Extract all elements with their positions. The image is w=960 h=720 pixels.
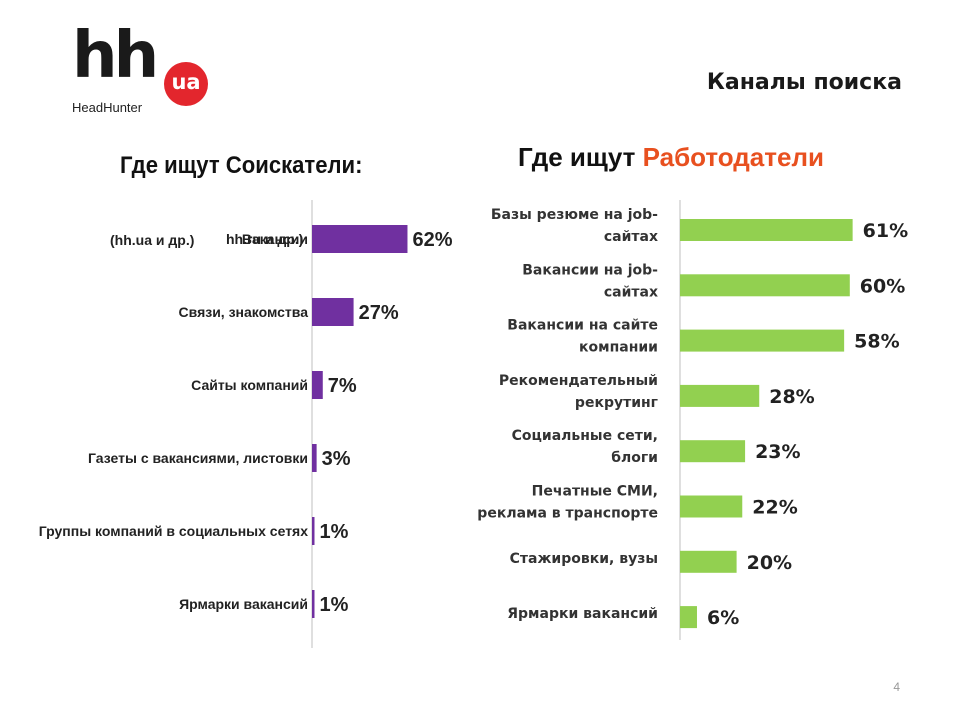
- employers-bar: [680, 384, 760, 407]
- employers-bar: [680, 550, 737, 573]
- seekers-bar: [312, 590, 315, 618]
- employers-category-label: Рекомендательный: [499, 373, 658, 389]
- employers-value-label: 6%: [707, 607, 739, 629]
- seekers-value-label: 1%: [320, 594, 349, 616]
- logo-hh: hh: [72, 19, 159, 93]
- employers-bar: [680, 440, 746, 463]
- seekers-category-label: Сайты компаний: [191, 377, 308, 393]
- employers-value-label: 61%: [863, 220, 908, 242]
- employers-category-label: Вакансии на сайте: [507, 318, 658, 334]
- page-title: Каналы поиска: [706, 70, 902, 95]
- page-number: 4: [893, 680, 900, 694]
- employers-value-label: 58%: [854, 331, 899, 353]
- employers-value-label: 22%: [752, 497, 797, 519]
- employers-category-label: рекрутинг: [575, 395, 658, 411]
- employers-category-label: Базы резюме на job-: [491, 207, 658, 223]
- employers-value-label: 23%: [755, 441, 800, 463]
- employers-category-label: сайтах: [604, 229, 658, 245]
- logo: hh ua HeadHunter: [72, 24, 212, 118]
- seekers-overlay-note-text: (hh.ua и др.): [110, 232, 194, 248]
- logo-caption: HeadHunter: [72, 100, 143, 115]
- seekers-bar: [312, 517, 315, 545]
- seekers-bar: [312, 298, 354, 326]
- right-chart-title: Где ищут Работодатели: [518, 142, 824, 173]
- employers-value-label: 20%: [747, 552, 792, 574]
- seekers-category-label: Ярмарки вакансий: [179, 596, 308, 612]
- right-chart-title-plain: Где ищут: [518, 142, 636, 172]
- seekers-bar: [312, 444, 317, 472]
- employers-category-label: блоги: [611, 450, 658, 466]
- employers-bar: [680, 329, 845, 352]
- seekers-value-label: 3%: [322, 448, 351, 470]
- seekers-value-label: 27%: [359, 302, 399, 324]
- employers-category-label: сайтах: [604, 284, 658, 300]
- employers-category-label: Стажировки, вузы: [510, 551, 658, 567]
- seekers-category-label: Вакансии: [242, 231, 308, 247]
- employers-bar: [680, 219, 853, 241]
- seekers-value-label: 62%: [412, 229, 452, 251]
- employers-category-label: Печатные СМИ,: [532, 484, 658, 500]
- employers-category-label: компании: [579, 340, 658, 356]
- seekers-category-label: Связи, знакомства: [179, 304, 309, 320]
- logo-ua-badge: ua: [164, 62, 208, 106]
- seekers-bar: [312, 225, 408, 253]
- seekers-value-label: 7%: [328, 375, 357, 397]
- left-chart-title: Где ищут Соискатели:: [120, 152, 363, 179]
- employers-category-label: Социальные сети,: [512, 428, 658, 444]
- employers-bar: [680, 495, 743, 518]
- seekers-bar-text: hh.ru и др.): [226, 231, 303, 247]
- seekers-bar: [312, 371, 323, 399]
- seekers-category-label: Группы компаний в социальных сетях: [39, 523, 308, 539]
- employers-category-label: Вакансии на job-: [522, 262, 658, 278]
- right-chart-title-accent: Работодатели: [642, 142, 824, 172]
- employers-bar: [680, 606, 697, 629]
- seekers-overlay-note-box: [107, 226, 215, 252]
- seekers-value-label: 1%: [320, 521, 349, 543]
- employers-bar: [680, 274, 850, 297]
- employers-category-label: реклама в транспорте: [477, 506, 658, 522]
- seekers-overlay-note: (hh.ua и др.): [107, 226, 215, 252]
- employers-value-label: 28%: [769, 386, 814, 408]
- seekers-category-label: Газеты с вакансиями, листовки: [88, 450, 308, 466]
- employers-category-label: Ярмарки вакансий: [507, 606, 658, 622]
- employers-value-label: 60%: [860, 275, 905, 297]
